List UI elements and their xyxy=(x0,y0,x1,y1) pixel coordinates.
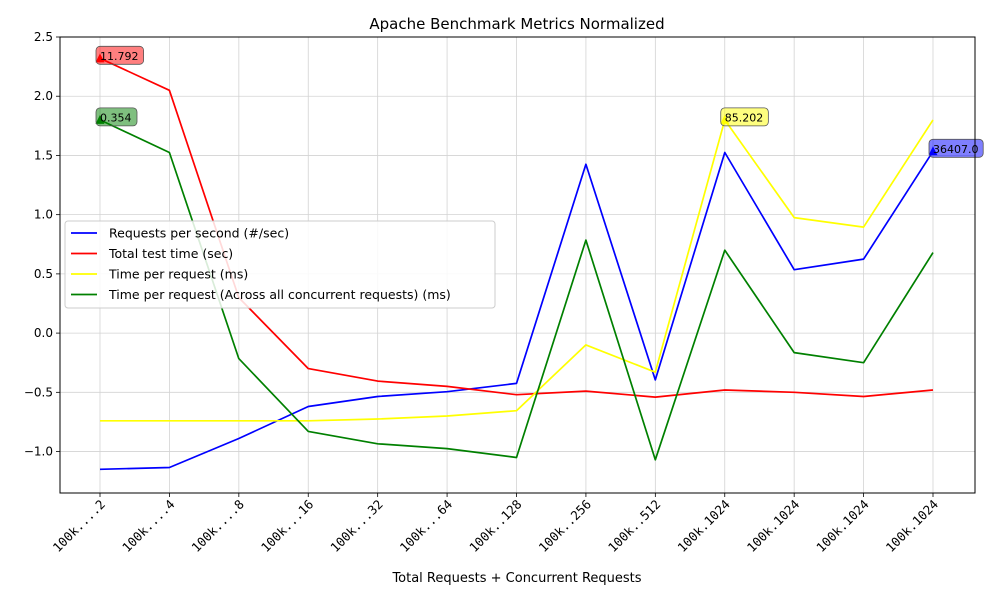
y-tick-label: 2.5 xyxy=(34,30,53,44)
y-tick-label: −1.0 xyxy=(24,445,53,459)
x-tick-label: 100k..512 xyxy=(605,497,664,556)
y-tick-label: −0.5 xyxy=(24,385,53,399)
series-lines xyxy=(99,57,934,471)
series-line xyxy=(99,150,934,471)
annotation-label: 36407.0 xyxy=(933,143,979,156)
x-tick-label: 100k...16 xyxy=(258,497,317,556)
annotation-label: 11.792 xyxy=(100,50,139,63)
x-tick-label: 100k.1024 xyxy=(744,497,803,556)
annotations: 11.792 0.354 85.202 36407.0 xyxy=(95,45,984,158)
legend-label: Requests per second (#/sec) xyxy=(109,226,289,241)
y-tick-label: 1.5 xyxy=(34,148,53,162)
x-axis-title: Total Requests + Concurrent Requests xyxy=(391,571,641,586)
x-tick-label: 100k..256 xyxy=(536,497,595,556)
x-tick-label: 100k....8 xyxy=(188,497,247,556)
y-tick-label: 0.5 xyxy=(34,267,53,281)
series-line xyxy=(100,119,934,422)
legend-label: Time per request (Across all concurrent … xyxy=(108,287,451,302)
plot-frame xyxy=(59,36,976,494)
y-tick-label: 2.0 xyxy=(34,89,53,103)
annotation-box xyxy=(720,107,769,127)
annotation-label: 85.202 xyxy=(725,111,764,124)
x-tick-label: 100k...64 xyxy=(397,497,456,556)
annotation-box xyxy=(95,107,138,127)
x-tick-label: 100k.1024 xyxy=(813,497,872,556)
legend-box xyxy=(64,220,496,309)
y-tick-label: 0.0 xyxy=(34,326,53,340)
series-line xyxy=(99,119,934,461)
annotation-label: 0.354 xyxy=(100,111,132,124)
x-tick-label: 100k...32 xyxy=(327,497,386,556)
legend-label: Total test time (sec) xyxy=(108,246,233,261)
x-tick-label: 100k.1024 xyxy=(883,497,942,556)
annotation-box xyxy=(95,45,144,65)
x-tick-label: 100k....4 xyxy=(119,497,178,556)
chart-title: Apache Benchmark Metrics Normalized xyxy=(369,15,664,33)
legend: Requests per second (#/sec) Total test ti… xyxy=(64,220,496,309)
annotation-box xyxy=(928,138,984,158)
x-tick-label: 100k..128 xyxy=(466,497,525,556)
x-tick-label: 100k.1024 xyxy=(674,497,733,556)
x-tick-label: 100k....2 xyxy=(50,497,109,556)
y-tick-label: 1.0 xyxy=(34,208,53,222)
legend-label: Time per request (ms) xyxy=(108,267,248,282)
